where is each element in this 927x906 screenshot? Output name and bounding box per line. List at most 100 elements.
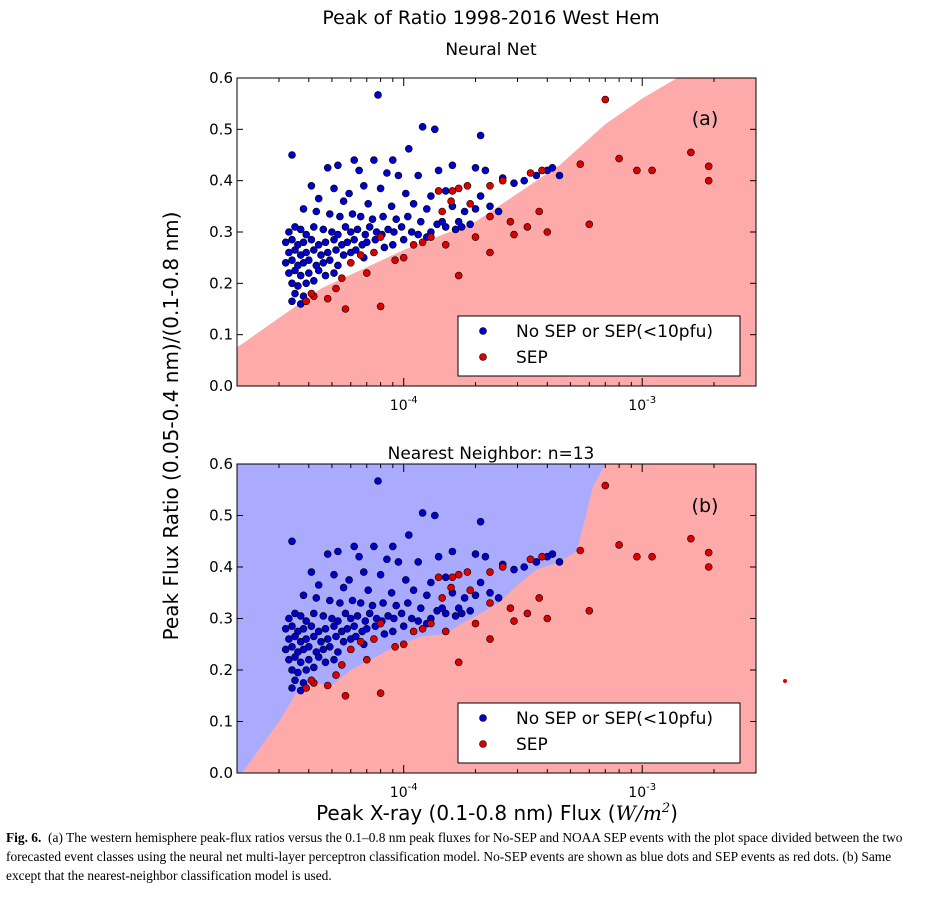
sep-point bbox=[506, 604, 515, 613]
sep-point bbox=[302, 684, 311, 692]
sep-point bbox=[418, 238, 427, 247]
nosep-point bbox=[330, 184, 338, 193]
sep-point bbox=[704, 176, 713, 185]
sep-point bbox=[615, 541, 623, 549]
nosep-point bbox=[321, 238, 330, 247]
nosep-point bbox=[317, 251, 325, 259]
nosep-point bbox=[394, 558, 403, 566]
nosep-point bbox=[299, 591, 308, 600]
nosep-point bbox=[422, 591, 431, 600]
nosep-point bbox=[471, 591, 480, 600]
nosep-point bbox=[346, 614, 355, 623]
nosep-point bbox=[307, 622, 316, 631]
sep-point bbox=[376, 302, 385, 311]
ytick-label: 0.2 bbox=[209, 274, 233, 292]
sep-point bbox=[648, 552, 656, 561]
nosep-point bbox=[309, 276, 318, 285]
nosep-point bbox=[336, 212, 344, 221]
panel-a-title: Neural Net bbox=[445, 40, 537, 60]
nosep-point bbox=[307, 182, 316, 190]
sep-point bbox=[486, 568, 494, 576]
sep-point bbox=[523, 609, 532, 618]
ytick-label: 0.6 bbox=[209, 455, 233, 473]
nosep-point bbox=[334, 161, 342, 170]
nosep-point bbox=[361, 617, 370, 625]
nosep-point bbox=[430, 125, 439, 134]
nosep-point bbox=[374, 91, 382, 99]
nosep-point bbox=[288, 235, 296, 244]
nosep-point bbox=[314, 266, 323, 275]
nosep-point bbox=[414, 230, 423, 239]
nosep-point bbox=[520, 176, 529, 185]
plot-area-a bbox=[236, 77, 757, 387]
sep-point bbox=[323, 294, 332, 303]
nosep-point bbox=[302, 666, 311, 674]
nosep-point bbox=[285, 614, 293, 623]
nosep-point bbox=[330, 655, 338, 664]
nosep-point bbox=[434, 166, 443, 175]
nosep-point bbox=[325, 642, 334, 651]
sep-point bbox=[454, 658, 463, 667]
nosep-point bbox=[481, 166, 490, 175]
nosep-point bbox=[302, 279, 311, 288]
nosep-point bbox=[281, 624, 290, 633]
ytick-label: 0.4 bbox=[209, 558, 233, 576]
nosep-point bbox=[390, 228, 398, 236]
sep-point bbox=[704, 162, 713, 171]
ytick-label: 0.1 bbox=[209, 713, 233, 731]
caption-label: Fig. 6. bbox=[6, 830, 42, 845]
sep-point bbox=[341, 305, 350, 313]
nosep-point bbox=[399, 622, 408, 631]
stray-dot bbox=[783, 679, 787, 683]
nosep-point bbox=[548, 164, 557, 172]
panel-b: 0.0 0.1 0.2 0.3 0.4 0.5 0.6 10-4 10-3 (b) No SE… bbox=[209, 455, 757, 801]
nosep-point bbox=[392, 601, 401, 610]
nosep-point bbox=[346, 228, 355, 236]
nosep-point bbox=[325, 210, 334, 218]
sep-point bbox=[576, 160, 585, 168]
nosep-point bbox=[314, 653, 323, 661]
nosep-point bbox=[374, 477, 382, 485]
nosep-point bbox=[319, 225, 328, 234]
panel-label-b: (b) bbox=[692, 495, 719, 517]
nosep-point bbox=[510, 179, 518, 187]
sep-point bbox=[332, 671, 340, 679]
nosep-point bbox=[309, 246, 318, 254]
nosep-point bbox=[351, 632, 360, 641]
nosep-point bbox=[334, 648, 342, 656]
nosep-point bbox=[307, 235, 316, 244]
legend-marker-nosep-b bbox=[479, 714, 487, 722]
sep-point bbox=[438, 207, 447, 216]
nosep-point bbox=[457, 223, 466, 231]
nosep-point bbox=[317, 637, 325, 646]
nosep-point bbox=[304, 269, 313, 277]
nosep-point bbox=[356, 212, 365, 221]
nosep-point bbox=[350, 542, 359, 551]
sep-point bbox=[391, 256, 399, 265]
sep-point bbox=[704, 548, 713, 557]
sep-point bbox=[454, 184, 463, 193]
nosep-point bbox=[304, 256, 313, 265]
sep-point bbox=[441, 627, 450, 636]
nosep-point bbox=[520, 563, 529, 571]
nosep-point bbox=[409, 586, 418, 595]
sep-point bbox=[341, 691, 350, 700]
sep-point bbox=[434, 187, 443, 195]
nosep-point bbox=[460, 207, 469, 216]
nosep-point bbox=[321, 624, 330, 633]
nosep-point bbox=[345, 189, 353, 198]
nosep-point bbox=[397, 609, 406, 618]
sep-point bbox=[376, 689, 385, 698]
nosep-point bbox=[345, 576, 353, 584]
sep-region-b bbox=[237, 464, 756, 773]
nosep-point bbox=[302, 617, 311, 625]
sep-point bbox=[615, 154, 623, 163]
nosep-point bbox=[299, 238, 308, 247]
sep-point bbox=[362, 269, 371, 277]
nosep-point bbox=[481, 552, 490, 561]
sep-point bbox=[486, 248, 494, 257]
nosep-point bbox=[288, 151, 296, 159]
sep-point bbox=[463, 568, 472, 576]
nosep-point bbox=[364, 200, 373, 208]
sep-point bbox=[535, 594, 544, 602]
